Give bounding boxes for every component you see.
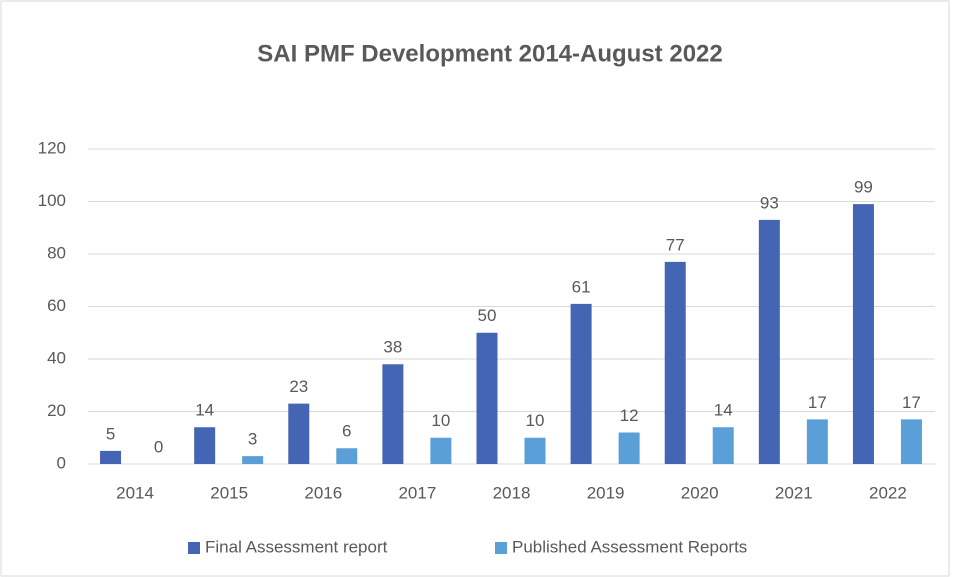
y-tick-label: 0 bbox=[57, 453, 66, 472]
data-label: 14 bbox=[714, 401, 733, 420]
data-label: 14 bbox=[195, 401, 214, 420]
bar bbox=[664, 261, 686, 464]
x-tick-label: 2015 bbox=[210, 483, 248, 502]
data-label: 0 bbox=[154, 437, 163, 456]
data-label: 50 bbox=[478, 306, 497, 325]
legend-label: Final Assessment report bbox=[205, 537, 388, 556]
bar bbox=[336, 448, 358, 464]
bar bbox=[900, 419, 922, 464]
bar bbox=[618, 432, 640, 464]
bar bbox=[194, 427, 216, 464]
x-tick-label: 2021 bbox=[775, 483, 813, 502]
data-label: 77 bbox=[666, 235, 685, 254]
data-label: 23 bbox=[289, 377, 308, 396]
bar bbox=[758, 219, 780, 464]
bar bbox=[476, 332, 498, 464]
y-tick-label: 80 bbox=[47, 243, 66, 262]
data-label: 93 bbox=[760, 193, 779, 212]
data-label: 17 bbox=[808, 393, 827, 412]
y-tick-label: 40 bbox=[47, 348, 66, 367]
bar bbox=[430, 437, 452, 464]
data-label: 12 bbox=[620, 406, 639, 425]
x-tick-label: 2017 bbox=[398, 483, 436, 502]
bar bbox=[288, 403, 310, 464]
data-label: 61 bbox=[572, 277, 591, 296]
bar bbox=[242, 456, 264, 464]
data-label: 99 bbox=[854, 178, 873, 197]
x-tick-label: 2014 bbox=[116, 483, 154, 502]
x-tick-label: 2020 bbox=[681, 483, 719, 502]
x-tick-label: 2022 bbox=[869, 483, 907, 502]
data-label: 3 bbox=[248, 430, 257, 449]
data-label: 17 bbox=[902, 393, 921, 412]
y-tick-label: 120 bbox=[38, 138, 66, 157]
bar bbox=[100, 450, 122, 464]
y-tick-label: 60 bbox=[47, 296, 66, 315]
bar bbox=[852, 204, 874, 464]
chart-title: SAI PMF Development 2014-August 2022 bbox=[257, 40, 722, 67]
bar bbox=[382, 364, 404, 464]
bar bbox=[570, 303, 592, 464]
x-tick-label: 2019 bbox=[587, 483, 625, 502]
data-label: 10 bbox=[431, 411, 450, 430]
data-label: 10 bbox=[526, 411, 545, 430]
x-tick-label: 2016 bbox=[304, 483, 342, 502]
data-label: 6 bbox=[342, 422, 351, 441]
data-label: 5 bbox=[106, 424, 115, 443]
legend-swatch bbox=[188, 542, 200, 554]
data-label: 38 bbox=[383, 338, 402, 357]
legend-swatch bbox=[495, 542, 507, 554]
x-tick-label: 2018 bbox=[493, 483, 531, 502]
bar bbox=[524, 437, 546, 464]
y-tick-label: 20 bbox=[47, 401, 66, 420]
y-tick-label: 100 bbox=[38, 191, 66, 210]
bar bbox=[806, 419, 828, 464]
bar bbox=[712, 427, 734, 464]
legend-label: Published Assessment Reports bbox=[512, 537, 747, 556]
